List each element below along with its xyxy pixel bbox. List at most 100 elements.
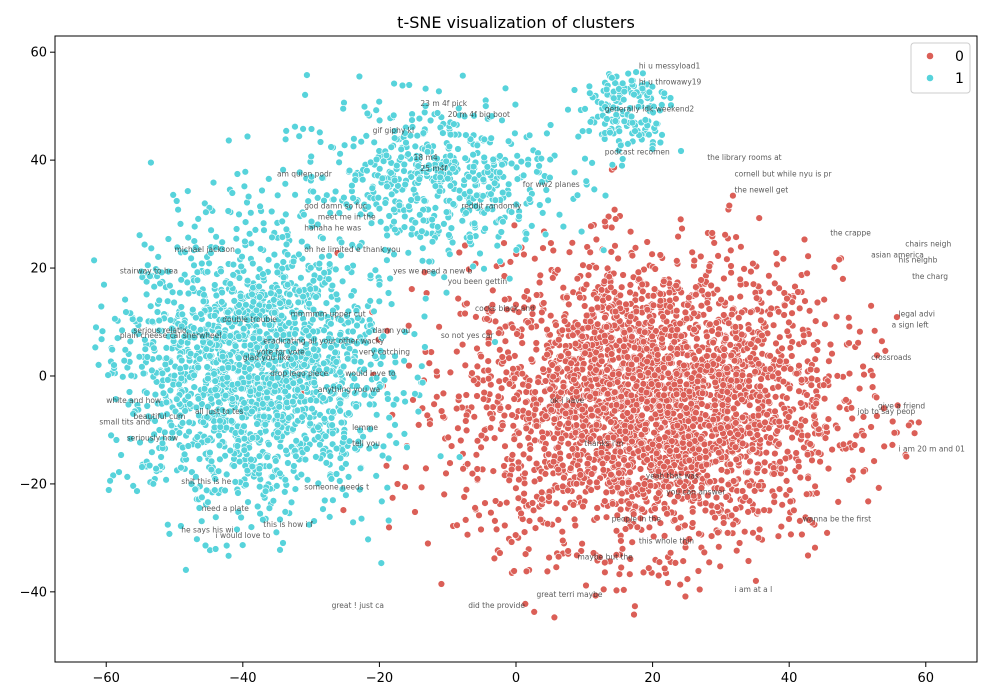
series-0-point: [651, 514, 659, 522]
series-0-point: [711, 401, 719, 409]
series-0-point: [642, 388, 651, 397]
series-0-point: [736, 292, 744, 301]
series-0-point: [559, 536, 567, 545]
series-1-point: [241, 168, 250, 176]
series-1-point: [127, 371, 136, 380]
series-0-point: [514, 494, 523, 502]
series-0-point: [525, 517, 534, 525]
series-0-point: [610, 206, 619, 214]
series-1-point: [446, 182, 455, 190]
series-0-point: [910, 429, 919, 437]
series-0-point: [681, 592, 690, 601]
series-0-point: [504, 403, 512, 411]
series-0-point: [655, 489, 663, 497]
series-0-point: [711, 513, 719, 522]
series-0-point: [625, 500, 633, 508]
series-0-point: [446, 459, 454, 467]
series-0-point: [462, 426, 471, 435]
series-0-point: [614, 254, 622, 263]
series-0-point: [732, 419, 740, 427]
series-0-point: [775, 485, 784, 493]
series-1-point: [335, 158, 343, 167]
series-0-point: [547, 406, 555, 414]
series-0-point: [543, 325, 551, 334]
series-1-point: [182, 566, 190, 574]
series-0-point: [554, 443, 562, 451]
series-0-point: [890, 429, 899, 437]
series-0-point: [673, 325, 681, 334]
series-0-point: [510, 435, 518, 443]
series-0-point: [592, 263, 600, 272]
series-0-point: [570, 376, 578, 384]
series-1-point: [202, 345, 211, 353]
series-1-point: [331, 187, 340, 196]
series-1-point: [193, 535, 201, 543]
series-1-point: [624, 69, 632, 78]
series-1-point: [303, 71, 311, 79]
series-1-point: [340, 193, 348, 202]
series-0-point: [339, 506, 348, 514]
series-1-point: [100, 281, 108, 289]
series-1-point: [198, 517, 206, 525]
series-0-point: [520, 489, 528, 498]
series-0-point: [480, 388, 488, 397]
series-0-point: [783, 448, 792, 456]
series-0-point: [484, 357, 492, 365]
series-0-point: [703, 332, 711, 340]
series-1-point: [207, 465, 216, 474]
series-0-point: [777, 464, 786, 473]
series-0-point: [552, 321, 560, 329]
series-0-point: [587, 486, 595, 494]
series-0-point: [531, 405, 540, 414]
series-1-point: [211, 486, 219, 494]
series-0-point: [685, 456, 693, 464]
series-1-point: [282, 240, 291, 249]
series-0-point: [685, 293, 693, 302]
series-0-point: [473, 465, 481, 473]
series-0-point: [859, 467, 868, 476]
series-0-point: [679, 557, 687, 565]
series-1-point: [260, 226, 268, 234]
series-1-point: [390, 111, 398, 120]
series-1-point: [485, 183, 493, 191]
series-1-point: [190, 383, 198, 391]
series-1-point: [546, 121, 555, 129]
series-0-point: [845, 339, 853, 347]
series-0-point: [564, 547, 572, 555]
series-0-point: [677, 332, 685, 340]
series-0-point: [523, 287, 531, 295]
series-0-point: [587, 405, 595, 413]
series-0-point: [680, 361, 688, 370]
series-0-point: [460, 493, 468, 501]
series-0-point: [599, 466, 608, 474]
series-0-point: [776, 333, 784, 341]
series-1-point: [190, 237, 199, 245]
series-1-point: [169, 191, 177, 199]
series-1-point: [198, 259, 206, 268]
series-0-point: [496, 346, 504, 354]
series-0-point: [760, 506, 768, 514]
series-0-point: [524, 409, 533, 417]
series-0-point: [455, 248, 463, 257]
series-0-point: [531, 388, 539, 396]
series-0-point: [888, 417, 897, 426]
series-0-point: [658, 335, 666, 343]
series-0-point: [626, 288, 634, 297]
series-0-point: [781, 301, 789, 310]
series-0-point: [623, 398, 632, 407]
series-0-point: [559, 383, 568, 391]
series-0-point: [484, 375, 493, 383]
series-0-point: [633, 523, 642, 531]
series-0-point: [833, 424, 842, 432]
series-1-point: [155, 354, 163, 362]
series-0-point: [778, 501, 786, 509]
series-1-point: [363, 167, 371, 175]
series-0-point: [539, 244, 547, 252]
series-0-point: [561, 504, 569, 512]
series-1-point: [585, 127, 593, 135]
series-0-point: [800, 338, 808, 346]
series-0-point: [627, 312, 635, 321]
series-1-point: [400, 357, 408, 365]
series-0-point: [735, 314, 743, 322]
series-1-point: [162, 344, 171, 352]
